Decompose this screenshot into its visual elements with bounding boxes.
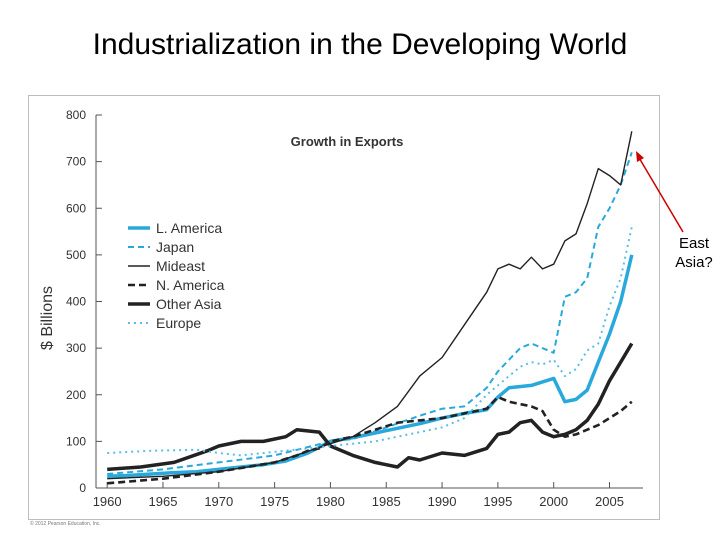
annotation-line-2: Asia? [675,254,713,271]
y-tick-label: 400 [66,295,86,309]
chart-frame [28,95,660,520]
x-tick-label: 1965 [149,494,178,509]
y-tick-label: 100 [66,434,86,448]
chart-legend: L. America Japan Mideast N. America Other As… [128,220,225,331]
y-tick-label: 800 [66,108,86,122]
series-line-other-asia [107,342,634,472]
legend-label-europe: Europe [156,315,201,331]
x-tick-label: 2000 [539,494,568,509]
y-tick-label: 300 [66,341,86,355]
chart-lines [107,131,634,485]
arrow-shaft [637,155,684,233]
legend-label-mideast: Mideast [156,258,205,274]
legend-label-n-america: N. America [156,277,225,293]
x-tick-label: 1990 [428,494,457,509]
y-tick-label: 700 [66,155,86,169]
x-tick-label: 1960 [93,494,122,509]
annotation-line-1: East [678,235,709,252]
legend-label-japan: Japan [156,239,194,255]
x-tick-label: 2005 [595,494,624,509]
x-tick-label: 1975 [260,494,289,509]
legend-label-l-america: L. America [156,220,222,236]
y-tick-label: 600 [66,201,86,215]
chart-axes: 0 100 200 300 400 500 600 700 800 1960 1965 1970 197… [66,108,643,509]
y-tick-label: 0 [79,481,86,495]
legend-label-other-asia: Other Asia [156,296,222,312]
copyright-text: © 2012 Pearson Education, Inc. [30,520,101,527]
series-line-n-america [107,395,633,485]
y-tick-label: 500 [66,248,86,262]
x-tick-label: 1980 [316,494,345,509]
y-tick-label: 200 [66,388,86,402]
x-tick-label: 1970 [204,494,233,509]
east-asia-arrow [636,151,684,233]
east-asia-annotation: East Asia? [672,234,716,272]
x-tick-label: 1995 [483,494,512,509]
series-line-japan [107,151,633,475]
arrow-head [636,151,644,162]
x-tick-label: 1985 [372,494,401,509]
slide-title: Industrialization in the Developing Worl… [92,28,628,61]
series-line-l-america [107,254,634,479]
y-axis-label: $ Billions [39,286,56,350]
chart-title: Growth in Exports [291,134,404,149]
